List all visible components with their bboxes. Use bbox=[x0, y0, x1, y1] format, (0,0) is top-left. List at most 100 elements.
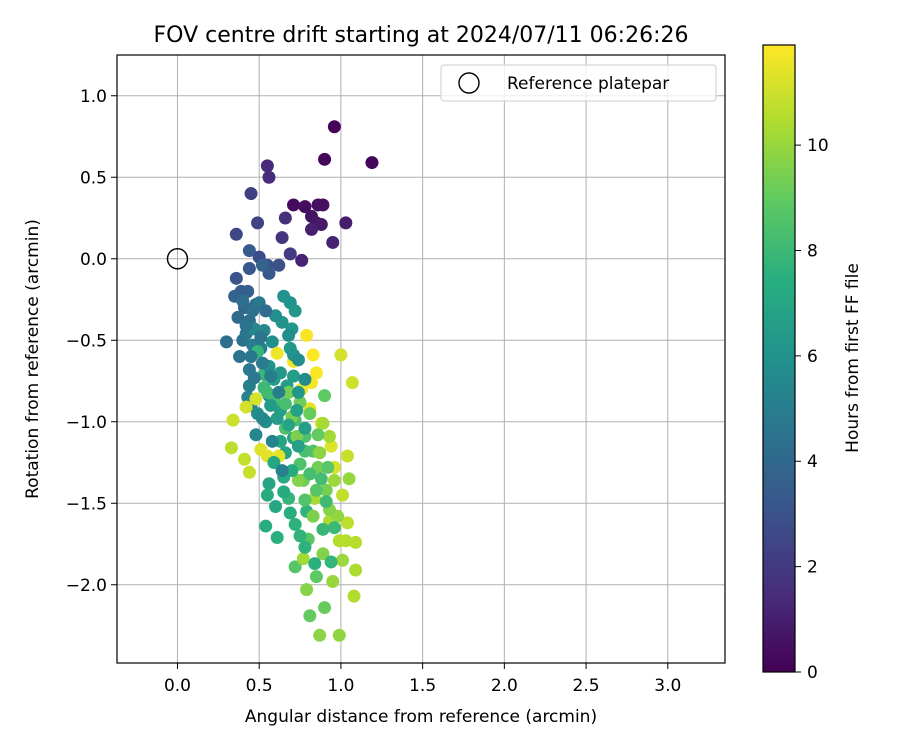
data-point bbox=[349, 563, 363, 577]
grid bbox=[117, 55, 725, 663]
data-point bbox=[246, 304, 260, 318]
data-point bbox=[255, 411, 269, 425]
data-point bbox=[278, 397, 292, 411]
data-point bbox=[293, 529, 307, 543]
data-point bbox=[262, 477, 276, 491]
y-ticks: 1.0 0.5 0.0 −0.5 −1.0 −1.5 −2.0 bbox=[66, 87, 117, 596]
x-tick-label: 3.0 bbox=[654, 676, 681, 696]
data-point bbox=[306, 509, 320, 523]
x-ticks: 0.0 0.5 1.0 1.5 2.0 2.5 3.0 bbox=[164, 663, 681, 696]
x-tick-label: 2.5 bbox=[573, 676, 600, 696]
data-point bbox=[339, 534, 353, 548]
data-point bbox=[272, 385, 286, 399]
data-point bbox=[275, 231, 289, 245]
y-tick-label: 0.0 bbox=[80, 250, 107, 270]
data-point bbox=[273, 366, 287, 380]
data-point bbox=[314, 218, 328, 232]
data-point bbox=[239, 400, 253, 414]
data-point bbox=[298, 540, 312, 554]
data-point bbox=[244, 187, 258, 201]
data-point bbox=[300, 583, 314, 597]
data-point bbox=[237, 452, 251, 466]
data-point bbox=[242, 262, 256, 276]
y-tick-label: 0.5 bbox=[80, 168, 107, 188]
y-axis-label: Rotation from reference (arcmin) bbox=[23, 219, 43, 499]
data-point bbox=[291, 439, 305, 453]
data-point bbox=[309, 483, 323, 497]
data-point bbox=[290, 403, 304, 417]
colorbar-tick-label: 6 bbox=[807, 347, 818, 367]
legend-marker bbox=[458, 72, 480, 94]
data-point bbox=[316, 522, 330, 536]
y-tick-label: 1.0 bbox=[80, 87, 107, 107]
x-tick-label: 1.0 bbox=[327, 676, 354, 696]
plot-frame bbox=[116, 54, 726, 664]
data-point bbox=[272, 258, 286, 272]
data-point bbox=[255, 258, 269, 272]
data-point bbox=[262, 170, 276, 184]
data-point bbox=[298, 493, 312, 507]
data-point bbox=[327, 521, 341, 535]
data-point bbox=[249, 428, 263, 442]
data-point bbox=[318, 389, 332, 403]
data-point bbox=[300, 328, 314, 342]
points-layer bbox=[166, 120, 379, 642]
data-point bbox=[298, 200, 312, 214]
data-point bbox=[220, 335, 234, 349]
data-point bbox=[254, 330, 268, 344]
data-point bbox=[347, 589, 361, 603]
data-point bbox=[288, 517, 302, 531]
data-point bbox=[291, 473, 305, 487]
data-point bbox=[249, 392, 263, 406]
data-point bbox=[270, 346, 284, 360]
data-point bbox=[303, 467, 317, 481]
data-point bbox=[327, 120, 341, 134]
data-point bbox=[269, 500, 283, 514]
reference-platepar-marker bbox=[166, 248, 189, 270]
colorbar-tick-label: 8 bbox=[807, 241, 818, 261]
legend-label: Reference platepar bbox=[507, 74, 669, 94]
data-point bbox=[259, 304, 273, 318]
data-point bbox=[277, 485, 291, 499]
data-point bbox=[324, 439, 338, 453]
data-point bbox=[340, 449, 354, 463]
data-point bbox=[270, 411, 284, 425]
data-point bbox=[303, 407, 317, 421]
x-tick-label: 0.0 bbox=[164, 676, 191, 696]
data-point bbox=[316, 198, 330, 212]
colorbar-ticks: 0 2 4 6 8 10 bbox=[795, 136, 829, 683]
data-point bbox=[231, 310, 245, 324]
data-point bbox=[319, 495, 333, 509]
data-point bbox=[308, 557, 322, 571]
colorbar-tick-label: 10 bbox=[807, 136, 829, 156]
data-point bbox=[265, 434, 279, 448]
colorbar-label: Hours from first FF file bbox=[843, 263, 863, 453]
data-point bbox=[288, 304, 302, 318]
data-point bbox=[321, 460, 335, 474]
data-point bbox=[349, 535, 363, 549]
data-point bbox=[275, 464, 289, 478]
data-point bbox=[309, 366, 323, 380]
colorbar: 0 2 4 6 8 10 Hours from first FF file bbox=[762, 44, 863, 683]
data-point bbox=[282, 328, 296, 342]
y-tick-label: −0.5 bbox=[66, 331, 107, 351]
colorbar-tick-label: 4 bbox=[807, 452, 818, 472]
legend: Reference platepar bbox=[440, 64, 717, 102]
data-point bbox=[224, 441, 238, 455]
data-point bbox=[314, 472, 328, 486]
data-point bbox=[270, 530, 284, 544]
data-point bbox=[327, 473, 341, 487]
data-point bbox=[267, 456, 281, 470]
x-axis-label: Angular distance from reference (arcmin) bbox=[245, 707, 597, 727]
data-point bbox=[324, 555, 338, 569]
data-point bbox=[241, 284, 255, 298]
y-tick-label: −2.0 bbox=[66, 576, 107, 596]
data-point bbox=[334, 348, 348, 362]
data-point bbox=[264, 369, 278, 383]
data-point bbox=[339, 216, 353, 230]
data-point bbox=[229, 271, 243, 285]
data-point bbox=[265, 335, 279, 349]
data-point bbox=[316, 547, 330, 561]
data-point bbox=[285, 464, 299, 478]
